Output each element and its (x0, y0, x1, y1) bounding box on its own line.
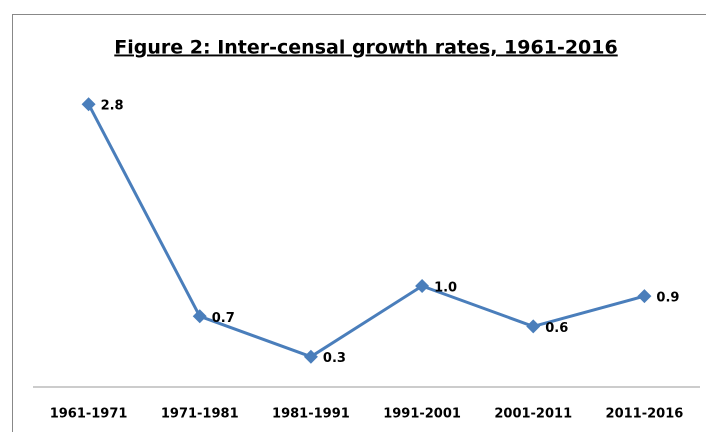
marker (192, 309, 207, 324)
value-label: 0.9 (656, 291, 679, 306)
x-tick-label: 1961-1971 (50, 407, 128, 422)
value-label: 0.3 (323, 351, 346, 366)
value-label: 0.6 (545, 321, 568, 336)
chart-frame (12, 14, 706, 432)
marker (526, 319, 541, 334)
marker (415, 279, 430, 293)
marker (81, 97, 96, 112)
x-tick-label: 1981-1991 (272, 407, 350, 422)
marker (303, 349, 318, 364)
chart-title: Figure 2: Inter-censal growth rates, 196… (114, 37, 617, 59)
x-tick-label: 2001-2011 (494, 407, 572, 422)
x-tick-label: 1991-2001 (383, 407, 461, 422)
line (87, 103, 645, 359)
value-label: 1.0 (434, 281, 457, 296)
x-tick-label: 1971-1981 (161, 407, 239, 422)
marker (637, 289, 652, 304)
x-tick-label: 2011-2016 (606, 407, 684, 422)
value-label: 2.8 (101, 99, 124, 114)
value-label: 0.7 (212, 311, 235, 326)
